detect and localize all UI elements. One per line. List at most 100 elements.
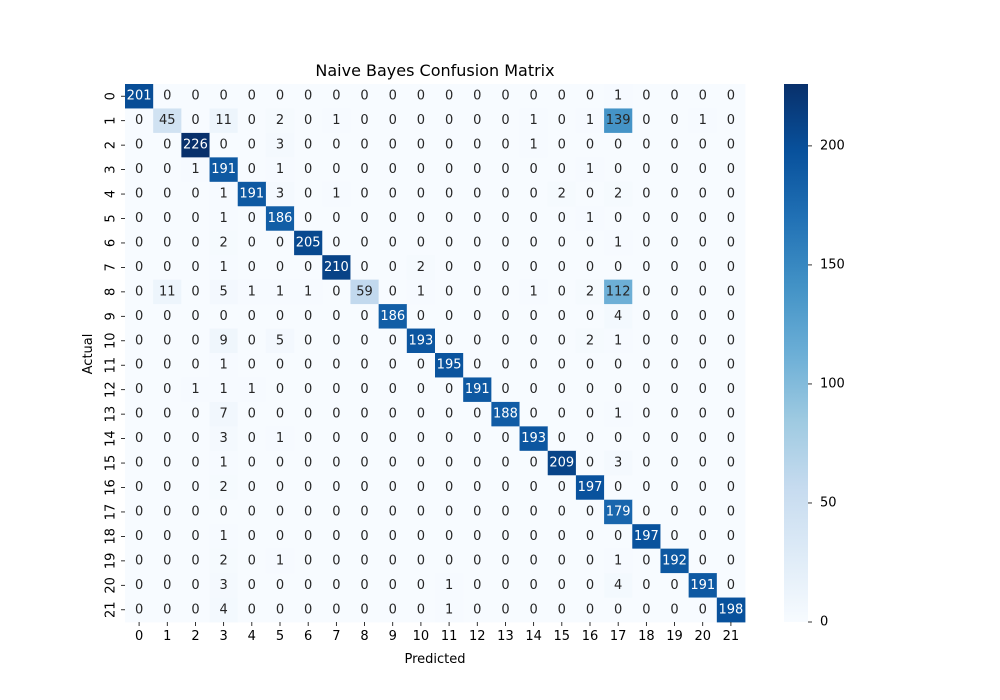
heatmap-cell — [378, 353, 408, 378]
cell-value-label: 0 — [699, 431, 707, 446]
cell-value-label: 2 — [558, 187, 566, 202]
cell-value-label: 0 — [473, 407, 481, 422]
heatmap-cell — [209, 157, 239, 183]
heatmap-cell — [265, 181, 295, 207]
cell-value-label: 0 — [473, 113, 481, 128]
x-tick-label: 3 — [219, 629, 227, 644]
heatmap-cell — [237, 377, 267, 403]
cell-value-label: 1 — [219, 456, 227, 471]
cell-value-label: 0 — [501, 284, 509, 299]
heatmap-cell — [660, 230, 690, 256]
heatmap-cell — [153, 181, 182, 207]
cell-value-label: 0 — [332, 407, 340, 422]
heatmap-cell — [322, 597, 351, 623]
heatmap-cell — [294, 304, 323, 329]
cell-value-label: 0 — [248, 480, 256, 495]
x-tick-label: 6 — [304, 629, 312, 644]
cell-value-label: 0 — [135, 284, 143, 299]
heatmap-cell — [491, 475, 520, 501]
heatmap-cell — [463, 132, 492, 158]
cell-value-label: 0 — [642, 138, 650, 153]
heatmap-cell — [153, 426, 182, 452]
heatmap-cell — [378, 499, 408, 525]
cell-value-label: 0 — [473, 138, 481, 153]
cell-value-label: 1 — [586, 162, 594, 177]
cell-value-label: 0 — [699, 553, 707, 568]
heatmap-cell — [716, 255, 746, 281]
cell-value-label: 197 — [634, 529, 659, 544]
cell-value-label: 0 — [360, 113, 368, 128]
heatmap-cell — [716, 597, 746, 623]
heatmap-cell — [688, 499, 718, 525]
cell-value-label: 0 — [670, 333, 678, 348]
heatmap-cell — [575, 548, 605, 574]
heatmap-cell — [350, 499, 380, 525]
cell-value-label: 0 — [642, 504, 650, 519]
heatmap-cell — [435, 132, 464, 158]
cell-value-label: 0 — [445, 553, 453, 568]
cell-value-label: 0 — [304, 578, 312, 593]
cell-value-label: 0 — [332, 602, 340, 617]
heatmap-cell — [294, 524, 323, 550]
cell-value-label: 0 — [248, 529, 256, 544]
cell-value-label: 0 — [135, 504, 143, 519]
heatmap-cell — [604, 499, 633, 525]
heatmap-cell — [547, 524, 577, 550]
heatmap-cell — [604, 206, 633, 232]
cell-value-label: 0 — [473, 480, 481, 495]
heatmap-cell — [604, 132, 633, 158]
cell-value-label: 0 — [389, 529, 397, 544]
heatmap-cell — [547, 84, 577, 109]
cell-value-label: 0 — [501, 113, 509, 128]
heatmap-cell — [547, 401, 577, 427]
cell-value-label: 0 — [642, 358, 650, 373]
cell-value-label: 0 — [642, 113, 650, 128]
cell-value-label: 0 — [529, 260, 537, 275]
cell-value-label: 0 — [135, 431, 143, 446]
heatmap-cell — [322, 524, 351, 550]
heatmap-cell — [547, 304, 577, 329]
heatmap-cell — [350, 401, 380, 427]
heatmap-cell — [209, 304, 239, 329]
cell-value-label: 45 — [159, 113, 176, 128]
heatmap-cell — [237, 157, 267, 183]
cell-value-label: 0 — [163, 578, 171, 593]
cell-value-label: 0 — [304, 187, 312, 202]
heatmap-cell — [294, 230, 323, 256]
cell-value-label: 0 — [558, 138, 566, 153]
heatmap-cell — [604, 279, 633, 305]
cell-value-label: 226 — [183, 138, 208, 153]
heatmap-cell — [491, 230, 520, 256]
heatmap-cell — [181, 377, 210, 403]
heatmap-cell — [406, 401, 436, 427]
cell-value-label: 0 — [248, 431, 256, 446]
cell-value-label: 0 — [191, 407, 199, 422]
cell-value-label: 0 — [558, 113, 566, 128]
heatmap-cell — [716, 426, 746, 452]
cell-value-label: 0 — [332, 89, 340, 104]
cell-value-label: 193 — [521, 431, 546, 446]
cell-value-label: 0 — [727, 578, 735, 593]
cell-value-label: 0 — [670, 309, 678, 324]
cell-value-label: 0 — [670, 138, 678, 153]
cell-value-label: 0 — [332, 358, 340, 373]
heatmap-cell — [716, 132, 746, 158]
cell-value-label: 0 — [614, 382, 622, 397]
cell-value-label: 0 — [332, 456, 340, 471]
heatmap-cell — [435, 597, 464, 623]
cell-value-label: 0 — [135, 138, 143, 153]
heatmap-cell — [322, 279, 351, 305]
cell-value-label: 0 — [135, 309, 143, 324]
cell-value-label: 0 — [135, 529, 143, 544]
heatmap-cell — [575, 84, 605, 109]
heatmap-cell — [547, 255, 577, 281]
cell-value-label: 0 — [417, 504, 425, 519]
heatmap-cell — [153, 499, 182, 525]
cell-value-label: 0 — [248, 578, 256, 593]
heatmap-cell — [575, 206, 605, 232]
heatmap-cell — [378, 279, 408, 305]
cell-value-label: 0 — [727, 284, 735, 299]
cell-value-label: 0 — [558, 309, 566, 324]
heatmap-cell — [406, 279, 436, 305]
heatmap-cell — [406, 255, 436, 281]
